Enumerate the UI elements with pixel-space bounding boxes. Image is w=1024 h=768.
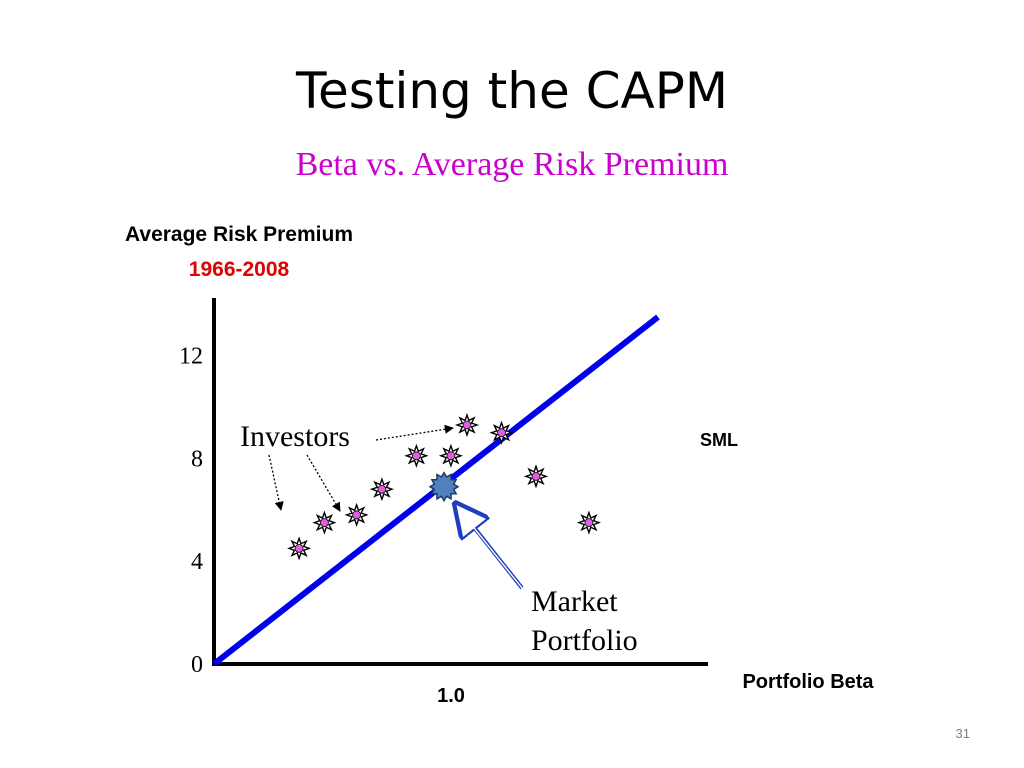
investors-label: Investors <box>240 420 350 453</box>
market-portfolio-label: Portfolio <box>531 624 638 657</box>
x-axis-title: Portfolio Beta <box>742 671 874 693</box>
slide-title: Testing the CAPM <box>295 62 729 120</box>
page-number: 31 <box>955 726 970 741</box>
y-axis-period: 1966-2008 <box>188 258 290 281</box>
market-portfolio-arrow-inner <box>458 508 523 589</box>
x-tick-label: 1.0 <box>437 685 465 707</box>
investors-arrow <box>268 454 284 511</box>
investors-arrow <box>375 424 454 441</box>
investors-arrow <box>306 454 341 512</box>
investor-point-center <box>584 518 594 528</box>
investor-point-center <box>531 471 541 481</box>
y-tick-label: 12 <box>179 344 203 370</box>
y-tick-label: 0 <box>191 652 203 678</box>
y-axis-title: Average Risk Premium <box>125 223 353 246</box>
investor-point-center <box>319 518 329 528</box>
investor-point-center <box>294 543 304 553</box>
market-portfolio-label: Market <box>531 585 618 618</box>
sml-label: SML <box>700 430 738 450</box>
market-portfolio-point <box>428 471 460 503</box>
y-tick-label: 4 <box>191 549 203 575</box>
investor-point-center <box>462 420 472 430</box>
slide-subtitle: Beta vs. Average Risk Premium <box>295 146 729 183</box>
investor-point-center <box>377 484 387 494</box>
investor-point-center <box>497 428 506 438</box>
investor-point-center <box>446 451 456 461</box>
investor-point-center <box>411 451 421 461</box>
y-tick-label: 8 <box>191 446 203 472</box>
investor-point-center <box>352 510 362 520</box>
